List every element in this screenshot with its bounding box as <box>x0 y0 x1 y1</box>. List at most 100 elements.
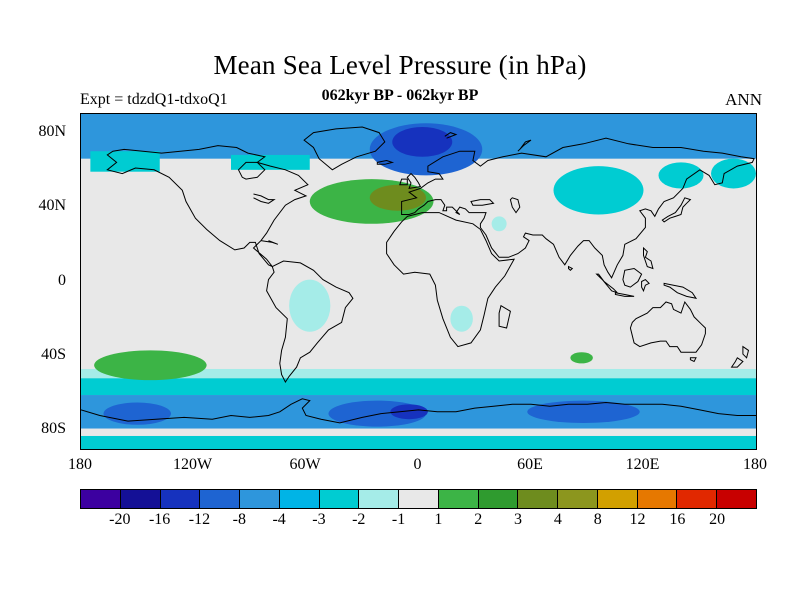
coastline-path <box>444 132 458 139</box>
coastline-path <box>81 398 756 424</box>
coastline-path <box>517 139 532 152</box>
coastline-path <box>260 240 279 245</box>
colorbar-tick-label: -20 <box>109 511 131 528</box>
colorbar-segment <box>279 490 320 508</box>
colorbar-segment <box>319 490 360 508</box>
coastline-path <box>237 161 266 180</box>
coastline-path <box>661 197 692 223</box>
colorbar-tick-label: -4 <box>272 511 286 528</box>
lon-tick-label: 60E <box>517 456 543 473</box>
coastline-path <box>266 260 354 383</box>
colorbar <box>80 489 757 509</box>
colorbar-tick-label: 8 <box>593 511 602 528</box>
colorbar-segment <box>200 490 241 508</box>
colorbar-segment <box>717 490 757 508</box>
colorbar-tick-label: -1 <box>391 511 406 528</box>
anomaly-region <box>553 166 644 215</box>
lon-tick-label: 180 <box>68 456 92 473</box>
lon-tick-label: 180 <box>743 456 767 473</box>
coastline-path <box>643 246 654 270</box>
colorbar-tick-label: 2 <box>474 511 483 528</box>
anomaly-region <box>369 184 426 211</box>
colorbar-segment <box>677 490 718 508</box>
colorbar-tick-label: 1 <box>434 511 443 528</box>
anomaly-region <box>90 151 160 172</box>
colorbar-segment <box>438 490 479 508</box>
colorbar-tick-label: -2 <box>352 511 366 528</box>
lat-tick-label: 80S <box>41 420 66 438</box>
coastline-path <box>622 267 643 288</box>
coastline-path <box>730 357 744 368</box>
colorbar-tick-label: 4 <box>553 511 562 528</box>
anomaly-region <box>81 378 756 396</box>
colorbar-tick-label: 16 <box>669 511 686 528</box>
colorbar-tick-label: 12 <box>629 511 646 528</box>
coastline-path <box>386 212 516 348</box>
colorbar-segment <box>240 490 280 508</box>
colorbar-tick-label: -8 <box>232 511 246 528</box>
anomaly-region <box>94 350 207 381</box>
anomaly-region <box>81 368 756 379</box>
coastlines <box>81 126 756 424</box>
lat-axis: 80N 40N 0 40S 80S <box>0 113 72 450</box>
coastline-path <box>509 197 521 214</box>
map-frame <box>80 113 757 450</box>
colorbar-segment <box>478 490 519 508</box>
coastline-path <box>689 357 697 363</box>
colorbar-tick-label: 20 <box>709 511 726 528</box>
colorbar-segment <box>597 490 638 508</box>
coastline-path <box>470 199 495 206</box>
anomaly-region <box>103 402 171 425</box>
coastline-path <box>595 273 618 294</box>
map-plot <box>81 114 756 449</box>
coastline-path <box>614 292 635 297</box>
anomaly-region <box>527 400 640 423</box>
coastline-path <box>253 193 276 204</box>
colorbar-segment <box>558 490 598 508</box>
coastline-path <box>663 282 698 300</box>
coastline-path <box>641 278 650 293</box>
anomaly-region <box>392 127 453 157</box>
colorbar-tick-label: -16 <box>148 511 171 528</box>
coastline-path <box>401 137 755 279</box>
colorbar-segment <box>637 490 678 508</box>
colorbar-segment <box>518 490 559 508</box>
lon-tick-label: 120E <box>625 456 660 473</box>
lat-tick-label: 80N <box>38 122 66 140</box>
anomaly-region <box>390 404 428 420</box>
colorbar-segment <box>359 490 400 508</box>
colorbar-tick-label: 3 <box>514 511 523 528</box>
coastline-path <box>376 159 395 165</box>
coastline-path <box>498 304 511 329</box>
lat-tick-label: 0 <box>58 271 66 289</box>
colorbar-segment <box>81 490 121 508</box>
anomaly-region <box>658 162 704 189</box>
coastline-path <box>742 345 750 359</box>
lat-tick-label: 40N <box>38 197 66 215</box>
anomaly-region <box>231 154 310 170</box>
anomaly-region <box>81 435 756 449</box>
coastline-path <box>399 178 408 186</box>
colorbar-segment <box>160 490 201 508</box>
lat-tick-label: 40S <box>41 345 66 363</box>
lon-tick-label: 120W <box>172 456 213 473</box>
lon-tick-label: 60W <box>289 456 321 473</box>
colorbar-tick-label: -12 <box>188 511 211 528</box>
anomaly-region <box>289 279 331 332</box>
anomaly-region <box>450 305 473 332</box>
coastline-path <box>106 145 309 268</box>
anomaly-region <box>491 216 507 232</box>
colorbar-tick-label: -3 <box>312 511 326 528</box>
colorbar-segment <box>399 490 439 508</box>
colorbar-labels: -20 -16 -12 -8 -4 -3 -2 -1 1 2 3 4 8 12 16 20 <box>80 511 757 533</box>
lon-tick-label: 0 <box>413 456 422 473</box>
colorbar-segment <box>120 490 161 508</box>
coastline-path <box>568 265 574 271</box>
coastline-path <box>406 172 422 190</box>
experiment-label: Expt = tdzdQ1-tdxoQ1 <box>80 91 228 108</box>
coastline-path <box>629 300 706 353</box>
chart-subtitle: 062kyr BP - 062kyr BP <box>321 87 479 104</box>
lon-axis: 180 120W 60W 0 60E 120E 180 <box>68 456 767 478</box>
anomaly-region <box>570 352 593 364</box>
